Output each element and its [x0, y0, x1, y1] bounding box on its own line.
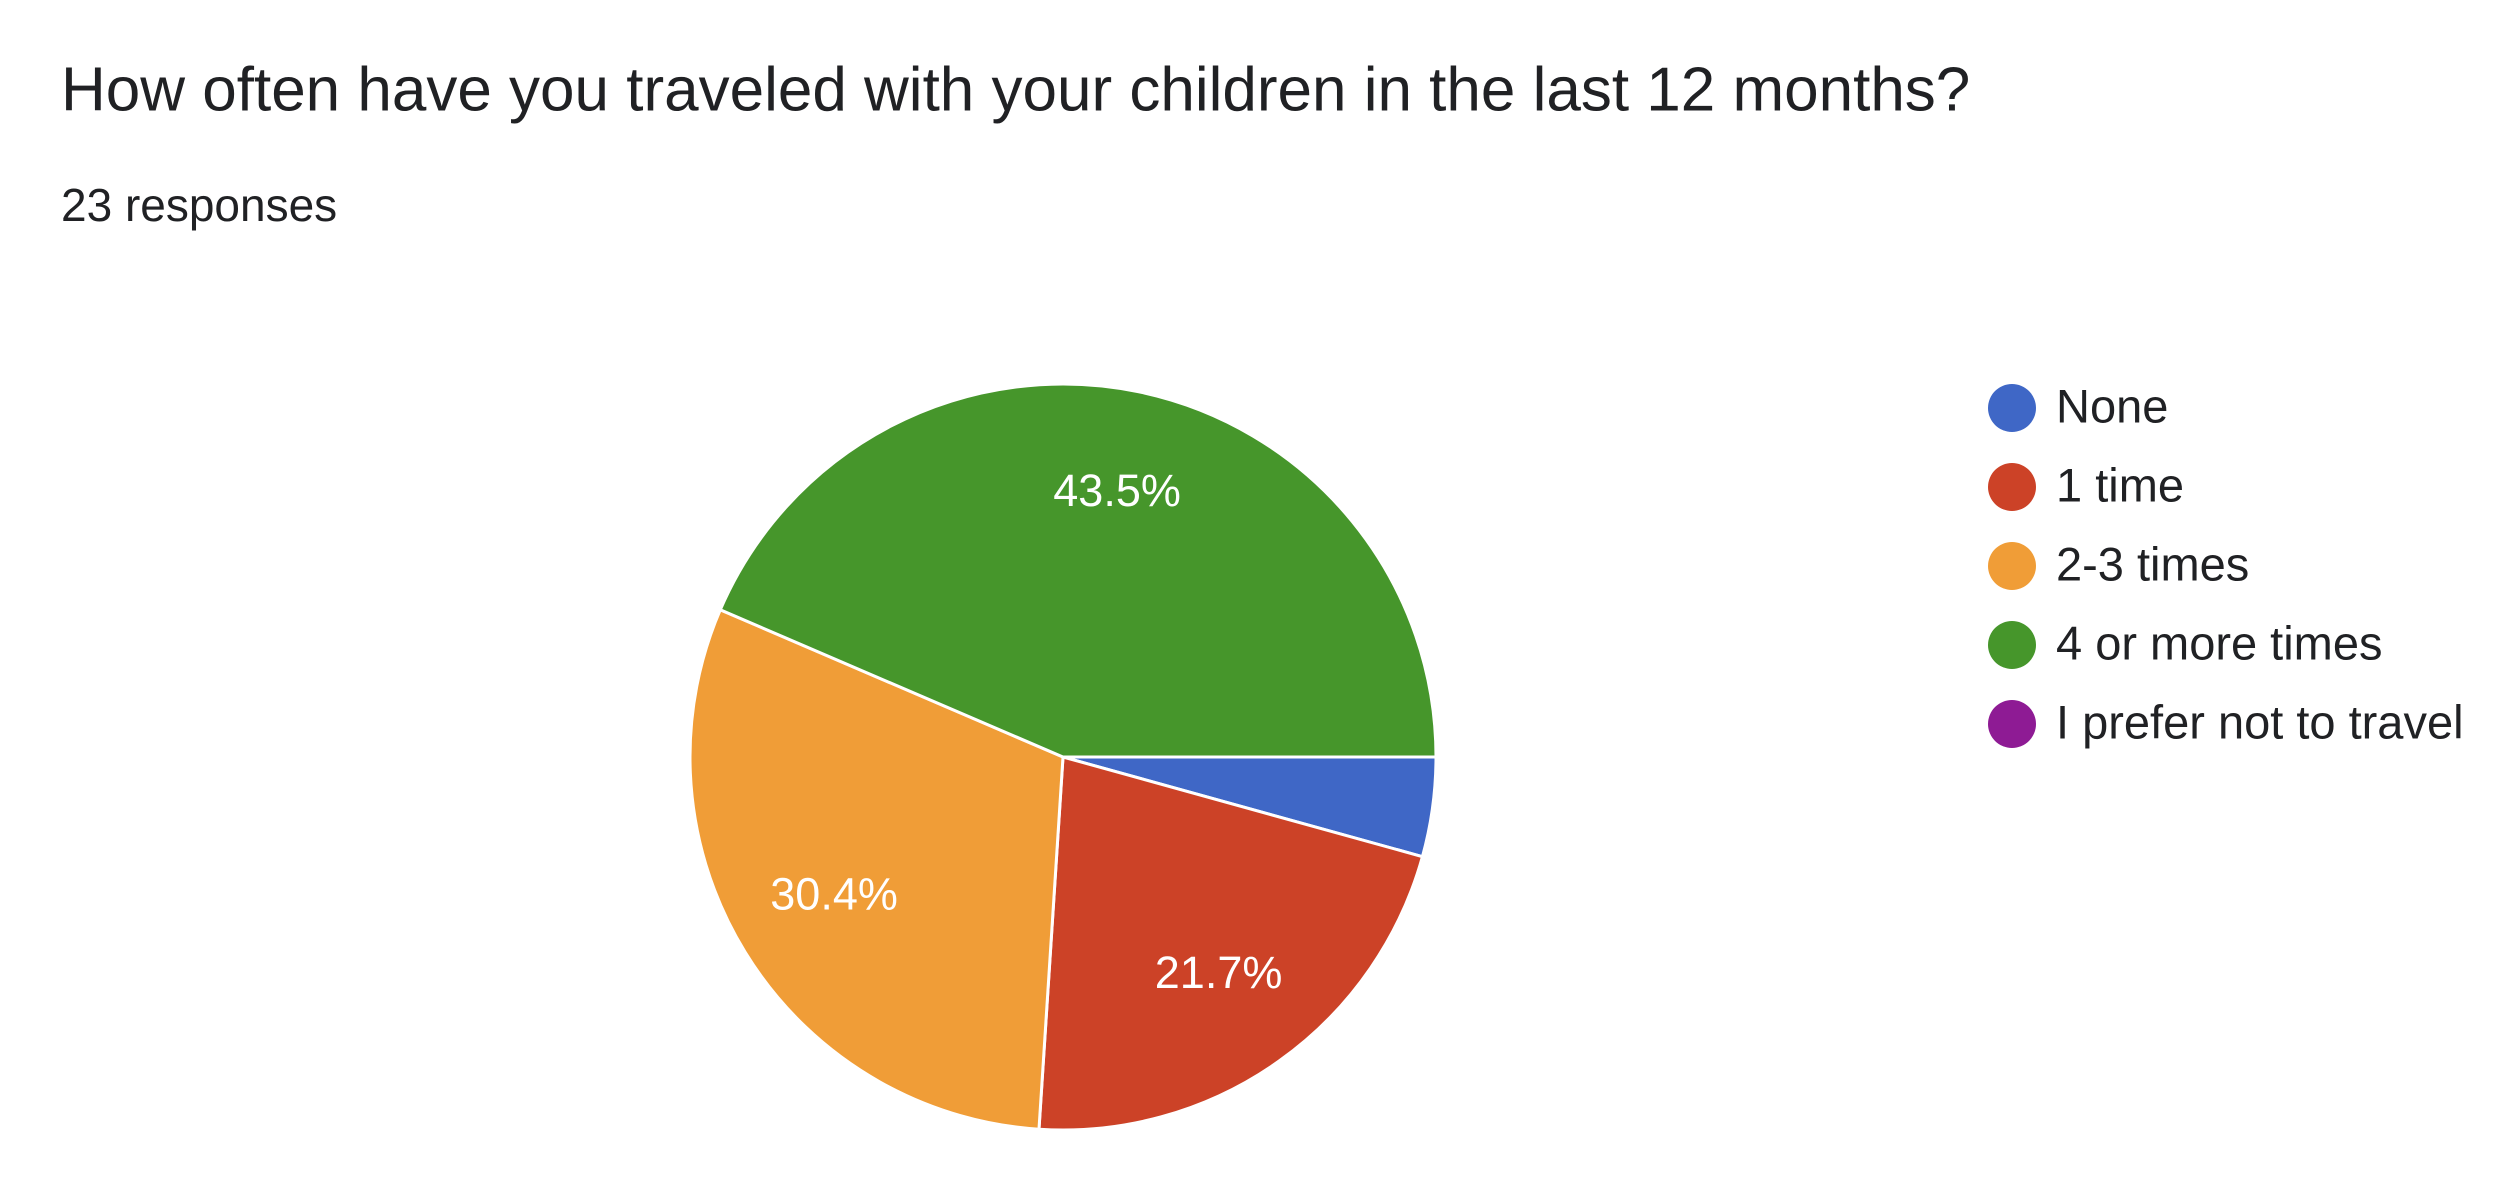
legend-label: 4 or more times [2056, 616, 2382, 669]
slice-label: 43.5% [1053, 465, 1181, 516]
legend-swatch [1988, 463, 2036, 511]
legend-label: I prefer not to travel [2056, 695, 2464, 748]
legend-label: 2-3 times [2056, 537, 2249, 590]
pie-slice [688, 607, 1065, 1131]
pie-slice [718, 382, 1438, 759]
chart-title: How often have you traveled with your ch… [61, 55, 1970, 124]
legend-swatch [1988, 700, 2036, 748]
pie-slice [1037, 755, 1425, 1132]
slice-label: 21.7% [1155, 947, 1283, 998]
legend-swatch [1988, 384, 2036, 432]
chart-subtitle: 23 responses [61, 179, 337, 231]
legend-label: None [2056, 379, 2168, 432]
legend-label: 1 time [2056, 458, 2184, 511]
legend-swatch [1988, 621, 2036, 669]
legend-swatch [1988, 542, 2036, 590]
slice-label: 30.4% [770, 868, 898, 919]
